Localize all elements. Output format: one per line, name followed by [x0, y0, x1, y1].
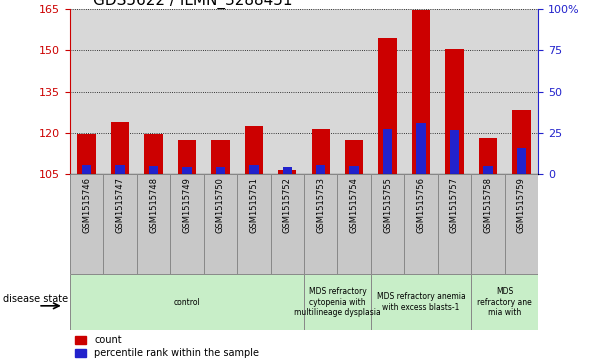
Text: GSM1515748: GSM1515748 [149, 177, 158, 233]
Bar [249, 164, 258, 174]
Bar [77, 134, 96, 174]
Text: GSM1515754: GSM1515754 [350, 177, 359, 233]
FancyBboxPatch shape [337, 174, 371, 274]
Bar [278, 170, 297, 174]
FancyBboxPatch shape [103, 174, 137, 274]
FancyBboxPatch shape [271, 174, 304, 274]
Bar [478, 138, 497, 174]
Text: GSM1515758: GSM1515758 [483, 177, 492, 233]
Bar [116, 164, 125, 174]
Text: MDS
refractory ane
mia with: MDS refractory ane mia with [477, 287, 532, 317]
Text: GSM1515756: GSM1515756 [416, 177, 426, 233]
Bar [345, 140, 364, 174]
FancyBboxPatch shape [137, 174, 170, 274]
Bar [211, 140, 230, 174]
FancyBboxPatch shape [371, 174, 404, 274]
Text: GSM1515746: GSM1515746 [82, 177, 91, 233]
Bar [445, 49, 464, 174]
FancyBboxPatch shape [237, 174, 271, 274]
Text: GSM1515751: GSM1515751 [249, 177, 258, 233]
Bar [512, 110, 531, 174]
Text: GSM1515753: GSM1515753 [316, 177, 325, 233]
Bar [416, 123, 426, 174]
Text: control: control [174, 298, 200, 307]
Text: GSM1515757: GSM1515757 [450, 177, 459, 233]
Bar [412, 11, 430, 174]
Bar [383, 129, 392, 174]
FancyBboxPatch shape [70, 174, 103, 274]
FancyBboxPatch shape [304, 174, 337, 274]
Bar [244, 126, 263, 174]
Bar [483, 166, 492, 174]
Bar [316, 164, 325, 174]
Text: MDS refractory anemia
with excess blasts-1: MDS refractory anemia with excess blasts… [377, 293, 465, 312]
Text: GSM1515747: GSM1515747 [116, 177, 125, 233]
FancyBboxPatch shape [505, 174, 538, 274]
Bar [149, 166, 158, 174]
FancyBboxPatch shape [471, 274, 538, 330]
Text: GSM1515755: GSM1515755 [383, 177, 392, 233]
FancyBboxPatch shape [304, 274, 371, 330]
Bar [450, 130, 459, 174]
Bar [378, 38, 397, 174]
FancyBboxPatch shape [404, 174, 438, 274]
FancyBboxPatch shape [204, 174, 237, 274]
Bar [350, 166, 359, 174]
FancyBboxPatch shape [438, 174, 471, 274]
FancyBboxPatch shape [471, 174, 505, 274]
FancyBboxPatch shape [371, 274, 471, 330]
Text: GSM1515759: GSM1515759 [517, 177, 526, 233]
Bar [182, 167, 192, 174]
Bar [311, 129, 330, 174]
Bar [517, 148, 526, 174]
Legend: count, percentile rank within the sample: count, percentile rank within the sample [75, 335, 259, 358]
Text: disease state: disease state [3, 294, 68, 303]
Bar [82, 164, 91, 174]
Text: GSM1515749: GSM1515749 [182, 177, 192, 233]
FancyBboxPatch shape [170, 174, 204, 274]
Bar [178, 140, 196, 174]
Text: GSM1515750: GSM1515750 [216, 177, 225, 233]
Text: MDS refractory
cytopenia with
multilineage dysplasia: MDS refractory cytopenia with multilinea… [294, 287, 381, 317]
Bar [144, 134, 163, 174]
Bar [283, 167, 292, 174]
Text: GSM1515752: GSM1515752 [283, 177, 292, 233]
FancyBboxPatch shape [70, 274, 304, 330]
Text: GDS5622 / ILMN_3288451: GDS5622 / ILMN_3288451 [93, 0, 293, 9]
Bar [111, 122, 130, 174]
Bar [216, 167, 225, 174]
